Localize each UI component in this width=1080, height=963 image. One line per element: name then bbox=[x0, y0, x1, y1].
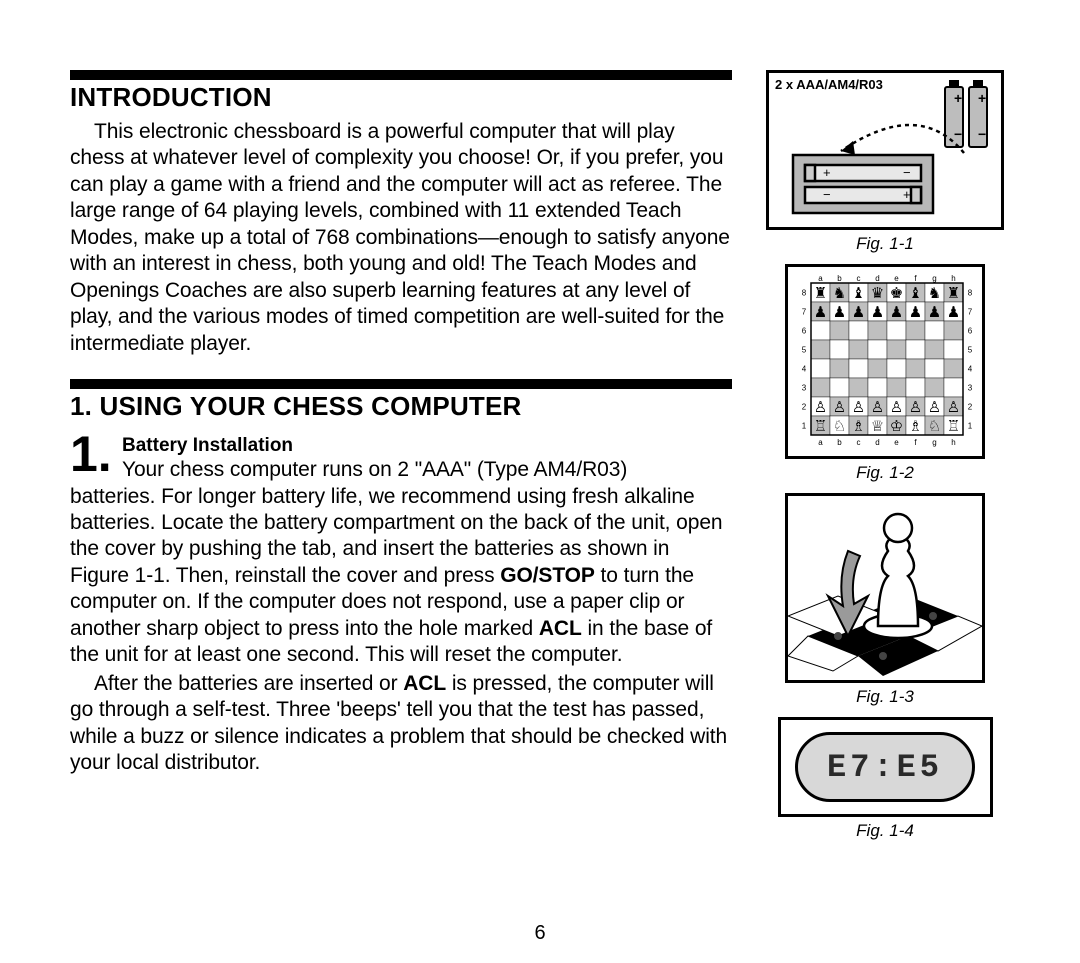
svg-text:♛: ♛ bbox=[871, 285, 884, 302]
figure-1-3 bbox=[785, 493, 985, 683]
svg-text:b: b bbox=[837, 274, 842, 283]
svg-text:♟: ♟ bbox=[909, 304, 922, 321]
svg-text:♙: ♙ bbox=[947, 399, 960, 416]
svg-text:♗: ♗ bbox=[909, 418, 922, 435]
step-1-block: 1. Battery Installation Your chess compu… bbox=[70, 432, 732, 776]
svg-text:♙: ♙ bbox=[852, 399, 865, 416]
figure-1-2-caption: Fig. 1-2 bbox=[856, 463, 914, 483]
svg-text:d: d bbox=[875, 438, 879, 447]
svg-text:−: − bbox=[823, 187, 831, 202]
figure-column: 2 x AAA/AM4/R03 + + − − bbox=[760, 70, 1010, 851]
svg-text:♝: ♝ bbox=[909, 285, 922, 302]
section-1-heading: 1. USING YOUR CHESS COMPUTER bbox=[70, 391, 732, 422]
svg-text:8: 8 bbox=[968, 289, 973, 298]
svg-text:6: 6 bbox=[968, 327, 973, 336]
svg-text:♙: ♙ bbox=[833, 399, 846, 416]
chessboard-svg: a a b b c c d d e e f f g g h h 8 8 ♜ ♞ ♝ ♛ ♚ ♝ ♞ ♜ 7 7 ♟ ♟ ♟ ♟ ♟ ♟ ♟ ♟ 6 6 5 5… bbox=[792, 271, 982, 456]
svg-text:♟: ♟ bbox=[814, 304, 827, 321]
svg-text:f: f bbox=[914, 274, 917, 283]
svg-text:♗: ♗ bbox=[852, 418, 865, 435]
svg-text:d: d bbox=[875, 274, 879, 283]
svg-text:♚: ♚ bbox=[890, 285, 903, 302]
svg-text:4: 4 bbox=[802, 365, 807, 374]
svg-text:♘: ♘ bbox=[833, 418, 846, 435]
svg-text:♙: ♙ bbox=[909, 399, 922, 416]
battery-diagram-svg: + + − − + − − + bbox=[769, 73, 1001, 227]
svg-text:♜: ♜ bbox=[814, 285, 827, 302]
svg-text:3: 3 bbox=[968, 384, 973, 393]
svg-text:a: a bbox=[818, 438, 823, 447]
svg-text:c: c bbox=[857, 438, 861, 447]
introduction-heading: INTRODUCTION bbox=[70, 82, 732, 113]
svg-text:h: h bbox=[951, 274, 955, 283]
svg-text:♙: ♙ bbox=[928, 399, 941, 416]
battery-spec-label: 2 x AAA/AM4/R03 bbox=[775, 77, 883, 92]
svg-text:♕: ♕ bbox=[871, 418, 884, 435]
svg-text:♟: ♟ bbox=[928, 304, 941, 321]
svg-text:♟: ♟ bbox=[833, 304, 846, 321]
figure-1-1: 2 x AAA/AM4/R03 + + − − bbox=[766, 70, 1004, 230]
svg-text:♔: ♔ bbox=[890, 418, 903, 435]
step-1-body-rest: batteries. For longer battery life, we r… bbox=[70, 484, 732, 669]
svg-text:♞: ♞ bbox=[833, 285, 846, 302]
pawn-press-svg bbox=[788, 496, 982, 680]
svg-text:♖: ♖ bbox=[947, 418, 960, 435]
rule-bar bbox=[70, 70, 732, 80]
svg-text:b: b bbox=[837, 438, 842, 447]
svg-text:4: 4 bbox=[968, 365, 973, 374]
svg-text:5: 5 bbox=[802, 346, 807, 355]
svg-text:g: g bbox=[932, 274, 936, 283]
svg-text:5: 5 bbox=[968, 346, 973, 355]
svg-text:7: 7 bbox=[968, 308, 973, 317]
svg-text:c: c bbox=[857, 274, 861, 283]
svg-text:e: e bbox=[894, 274, 899, 283]
figure-1-4: E7:E5 bbox=[778, 717, 993, 817]
svg-text:♙: ♙ bbox=[890, 399, 903, 416]
svg-text:♝: ♝ bbox=[852, 285, 865, 302]
figure-1-2: a a b b c c d d e e f f g g h h 8 8 ♜ ♞ ♝ ♛ ♚ ♝ ♞ ♜ 7 7 ♟ ♟ ♟ ♟ ♟ ♟ ♟ ♟ 6 6 5 5… bbox=[785, 264, 985, 459]
svg-text:g: g bbox=[932, 438, 936, 447]
svg-text:♘: ♘ bbox=[928, 418, 941, 435]
svg-text:♙: ♙ bbox=[814, 399, 827, 416]
svg-text:6: 6 bbox=[802, 327, 807, 336]
svg-text:+: + bbox=[903, 187, 911, 202]
svg-text:♟: ♟ bbox=[890, 304, 903, 321]
svg-text:♟: ♟ bbox=[947, 304, 960, 321]
svg-text:8: 8 bbox=[802, 289, 807, 298]
figure-1-3-caption: Fig. 1-3 bbox=[856, 687, 914, 707]
svg-text:♜: ♜ bbox=[947, 285, 960, 302]
svg-text:+: + bbox=[823, 165, 831, 180]
svg-text:♟: ♟ bbox=[852, 304, 865, 321]
introduction-paragraph: This electronic chessboard is a powerful… bbox=[70, 119, 732, 357]
svg-text:+: + bbox=[978, 90, 986, 106]
svg-text:♟: ♟ bbox=[871, 304, 884, 321]
svg-text:♙: ♙ bbox=[871, 399, 884, 416]
figure-1-4-caption: Fig. 1-4 bbox=[856, 821, 914, 841]
svg-text:1: 1 bbox=[802, 422, 807, 431]
svg-text:1: 1 bbox=[968, 422, 973, 431]
main-text-column: INTRODUCTION This electronic chessboard … bbox=[70, 70, 732, 851]
svg-text:♖: ♖ bbox=[814, 418, 827, 435]
rule-bar bbox=[70, 379, 732, 389]
svg-text:−: − bbox=[954, 126, 962, 142]
svg-text:2: 2 bbox=[802, 403, 807, 412]
lcd-display: E7:E5 bbox=[795, 732, 975, 802]
svg-text:7: 7 bbox=[802, 308, 807, 317]
page-number: 6 bbox=[0, 922, 1080, 945]
svg-text:♞: ♞ bbox=[928, 285, 941, 302]
svg-text:3: 3 bbox=[802, 384, 807, 393]
svg-text:−: − bbox=[903, 165, 911, 180]
svg-text:2: 2 bbox=[968, 403, 973, 412]
step-1-title: Battery Installation bbox=[122, 432, 732, 457]
svg-text:e: e bbox=[894, 438, 899, 447]
step-number: 1. bbox=[70, 429, 112, 479]
svg-text:−: − bbox=[978, 126, 986, 142]
svg-text:f: f bbox=[914, 438, 917, 447]
step-1-para2: After the batteries are inserted or ACL … bbox=[70, 671, 732, 777]
svg-text:+: + bbox=[954, 90, 962, 106]
figure-1-1-caption: Fig. 1-1 bbox=[856, 234, 914, 254]
svg-text:h: h bbox=[951, 438, 955, 447]
step-1-body-line1: Your chess computer runs on 2 "AAA" (Typ… bbox=[122, 457, 732, 483]
svg-text:a: a bbox=[818, 274, 823, 283]
